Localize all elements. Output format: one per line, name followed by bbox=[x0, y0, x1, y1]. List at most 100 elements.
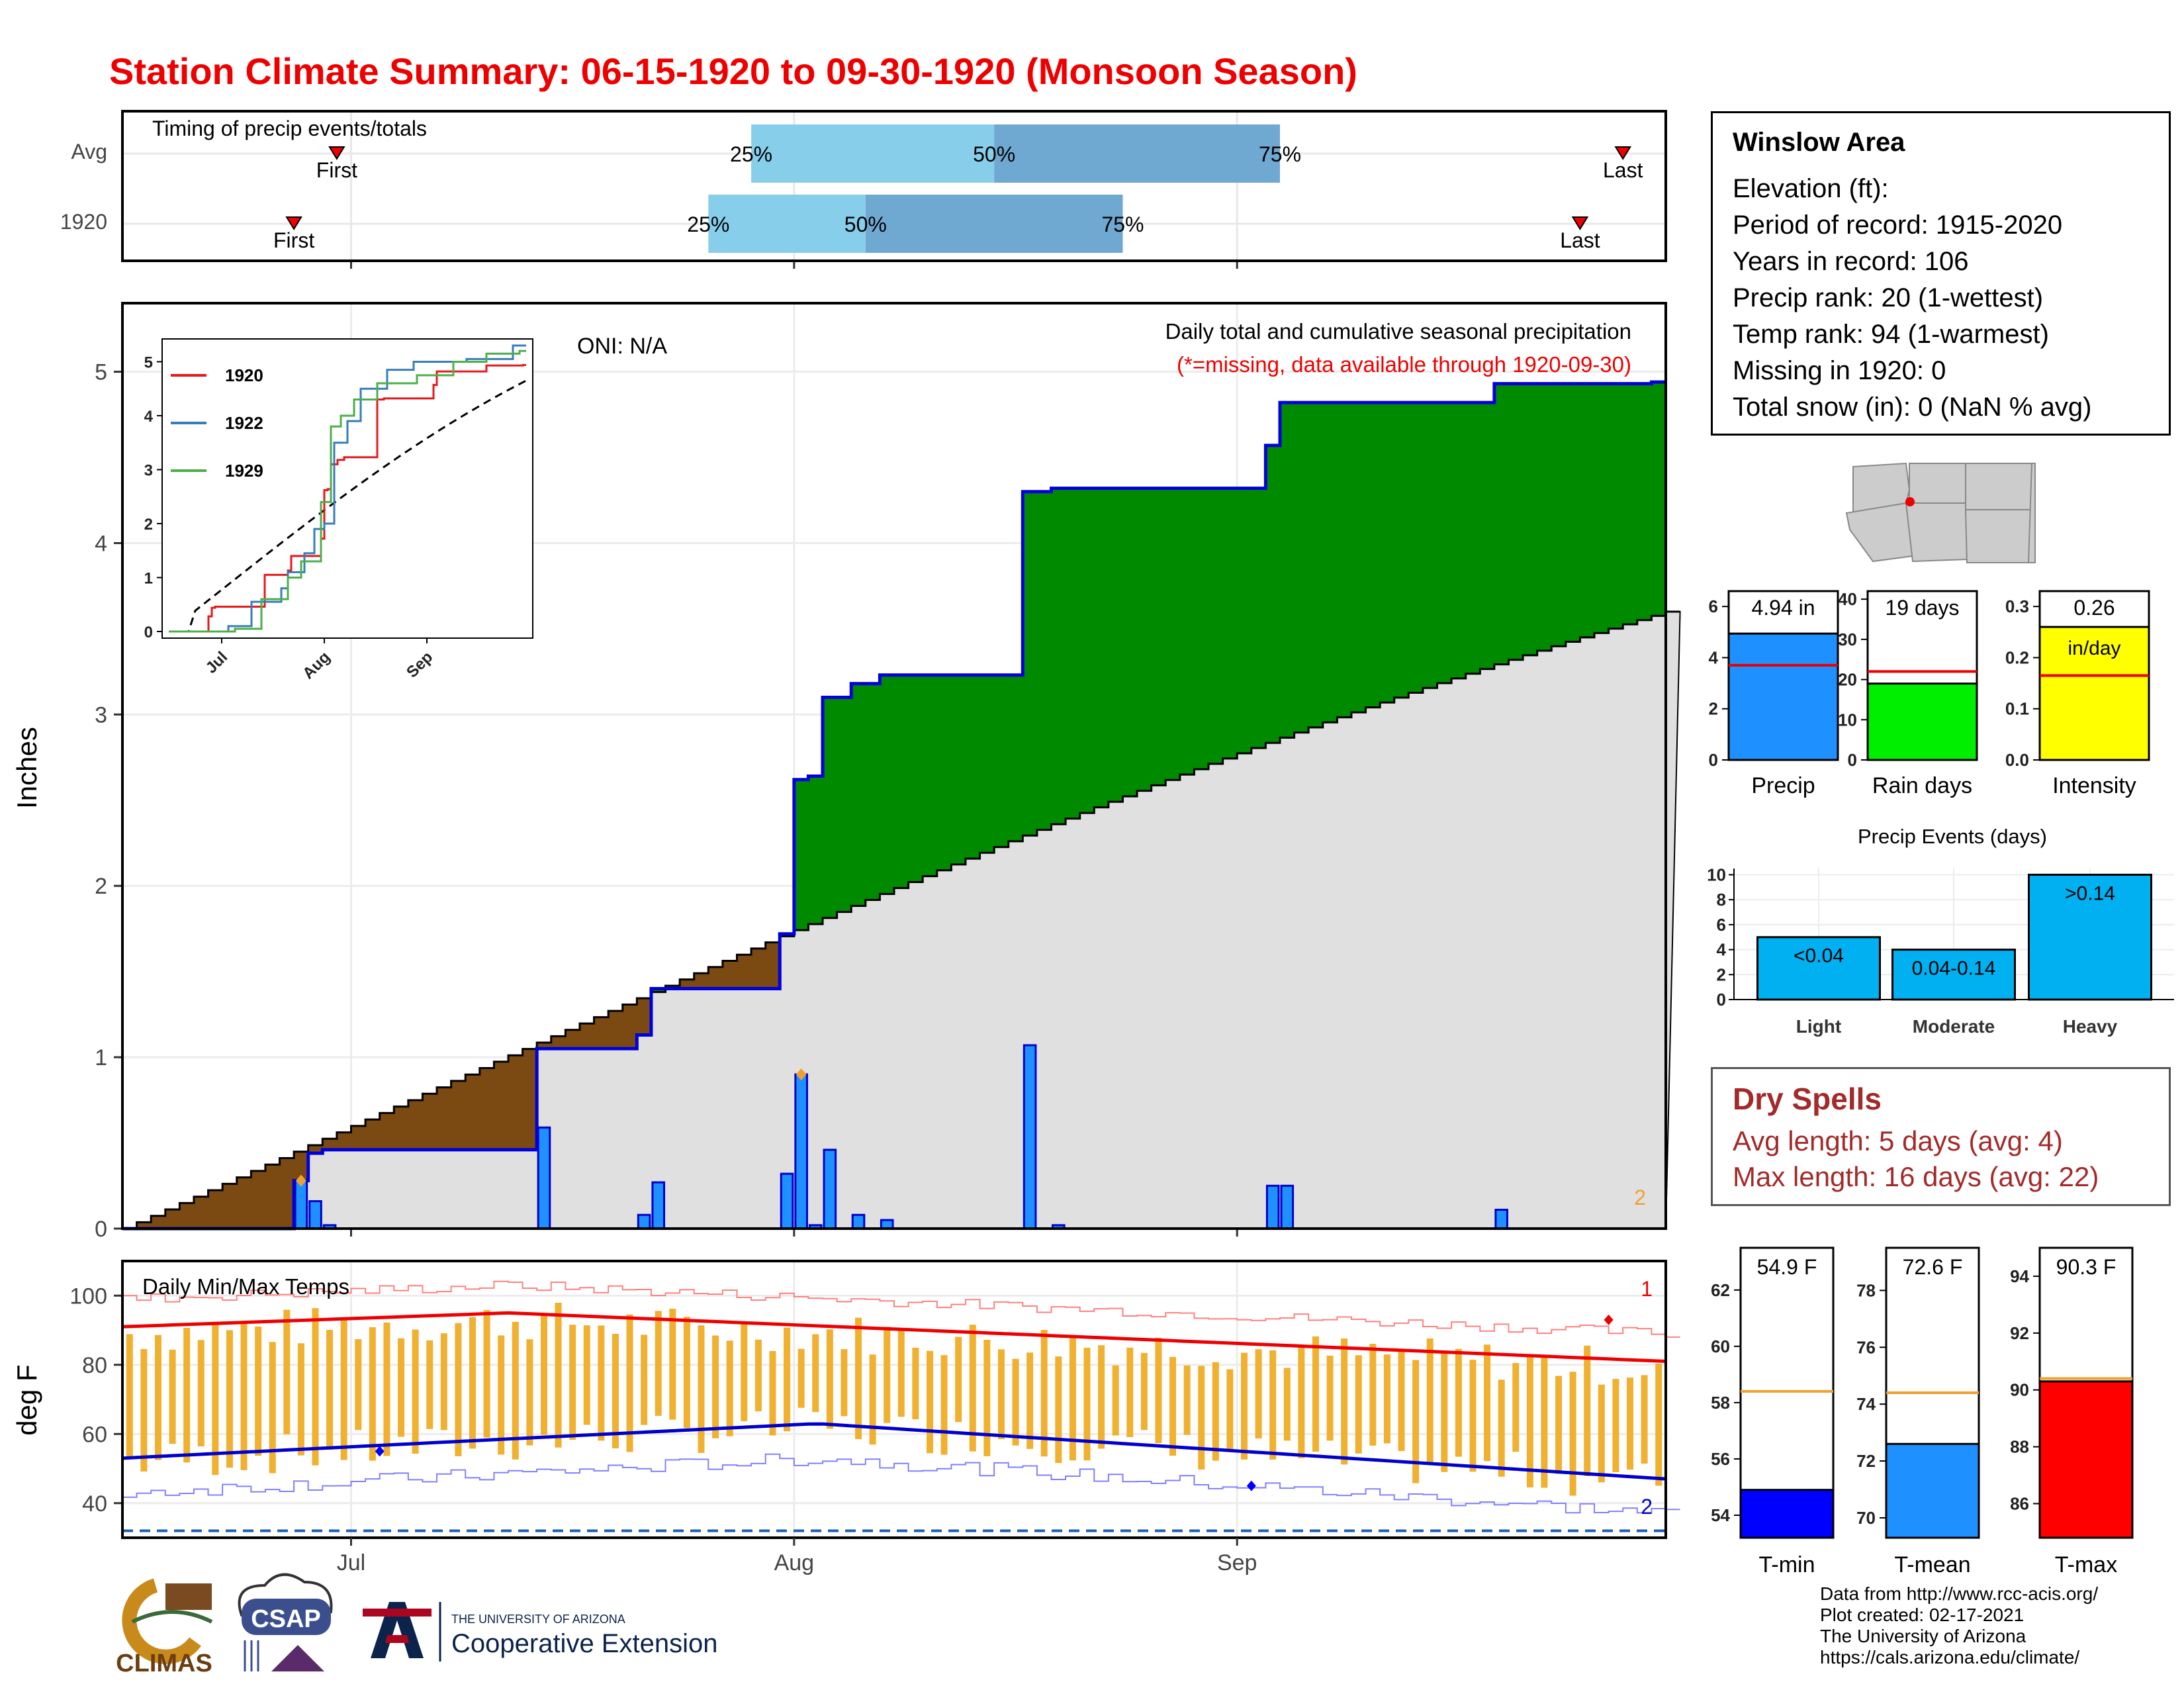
timing-last-marker bbox=[1614, 146, 1632, 160]
deficit-area-segment bbox=[751, 948, 766, 989]
surplus-area-segment bbox=[1437, 402, 1452, 683]
deficit-area-segment bbox=[594, 1017, 609, 1049]
station-info-box: Winslow Area Elevation (ft): Period of r… bbox=[1711, 111, 2171, 436]
events-bar bbox=[1756, 936, 1881, 1001]
summary-y-tick-label: 4 bbox=[1709, 647, 1719, 667]
summary-y-tick-label: 30 bbox=[1838, 630, 1857, 649]
temp-y-tick-label: 40 bbox=[82, 1491, 107, 1517]
deficit-area-segment bbox=[151, 1215, 166, 1229]
timing-p25-label: 25% bbox=[687, 212, 729, 236]
timing-first-label: First bbox=[316, 158, 357, 182]
temp-summary-bar bbox=[2038, 1380, 2134, 1539]
timing-row-avg-label: Avg bbox=[71, 140, 107, 164]
deficit-area-segment bbox=[265, 1164, 281, 1229]
surplus-area-segment bbox=[965, 675, 981, 859]
summary-unit-label: in/day bbox=[2068, 637, 2120, 659]
surplus-area-segment bbox=[851, 683, 866, 906]
summary-bar bbox=[2038, 626, 2150, 761]
credits-line-2: Plot created: 02-17-2021 bbox=[1820, 1605, 2025, 1625]
surplus-area-segment bbox=[951, 675, 966, 865]
precip-annotation-missing: (*=missing, data available through 1920-… bbox=[1177, 352, 1631, 377]
surplus-area-segment bbox=[1265, 445, 1281, 743]
temp-summary-y-tick-label: 76 bbox=[1856, 1337, 1876, 1357]
inset-legend-label: 1920 bbox=[225, 365, 263, 385]
station-temp-rank: Temp rank: 94 (1-warmest) bbox=[1733, 320, 2049, 349]
summary-value-label: 0.26 bbox=[2073, 596, 2115, 620]
deficit-area-segment bbox=[451, 1080, 466, 1150]
summary-value-label: 4.94 in bbox=[1751, 596, 1815, 620]
deficit-area-segment bbox=[522, 1049, 537, 1150]
deficit-area-segment bbox=[494, 1061, 509, 1150]
summary-y-tick-label: 6 bbox=[1709, 596, 1718, 616]
record-high-line bbox=[122, 1280, 1680, 1338]
events-y-tick-label: 4 bbox=[1717, 940, 1727, 960]
surplus-area-segment bbox=[1280, 402, 1295, 738]
surplus-area-segment bbox=[1508, 383, 1524, 660]
avg-cumulative-line bbox=[122, 610, 1680, 1230]
timing-first-marker bbox=[328, 146, 345, 160]
csap-logo-text: CSAP bbox=[251, 1605, 321, 1633]
surplus-area-segment bbox=[1108, 488, 1124, 802]
timing-bar-25-50 bbox=[751, 124, 995, 183]
temp-panel-label: Daily Min/Max Temps bbox=[142, 1274, 349, 1299]
station-snow: Total snow (in): 0 (NaN % avg) bbox=[1733, 393, 2092, 422]
precip-panel: 0 1 2 3 4 5 Inches ONI: N/A Daily total and c… bbox=[11, 302, 1681, 1242]
surplus-area-segment bbox=[1594, 383, 1610, 633]
surplus-area-segment bbox=[1565, 383, 1581, 642]
surplus-area-segment bbox=[1051, 488, 1066, 825]
surplus-area-segment bbox=[1537, 383, 1552, 651]
max-precip-marker bbox=[295, 1174, 306, 1187]
timing-p25-label: 25% bbox=[730, 142, 772, 166]
station-precip-rank: Precip rank: 20 (1-wettest) bbox=[1733, 283, 2044, 312]
surplus-area-segment bbox=[1023, 491, 1038, 836]
climas-logo: CLIMAS bbox=[116, 1578, 213, 1677]
surplus-area-segment bbox=[1151, 488, 1166, 786]
deficit-area-segment bbox=[394, 1106, 409, 1150]
precip-y-tick-label: 3 bbox=[95, 702, 107, 727]
csap-logo: CSAP bbox=[238, 1573, 333, 1671]
record-marker bbox=[1246, 1480, 1256, 1491]
daily-precip-bar bbox=[780, 1172, 794, 1230]
temp-summary-y-tick-label: 92 bbox=[2010, 1323, 2029, 1343]
timing-bar-50-75 bbox=[865, 195, 1123, 253]
surplus-area-segment bbox=[1208, 488, 1224, 764]
surplus-area-segment bbox=[1351, 402, 1367, 713]
deficit-area-segment bbox=[722, 961, 738, 989]
temp-summary-bar bbox=[1739, 1489, 1835, 1539]
timing-p75-label: 75% bbox=[1259, 142, 1301, 166]
surplus-area-segment bbox=[979, 675, 995, 853]
temp-summary-value-label: 90.3 F bbox=[2056, 1255, 2116, 1279]
deficit-area-segment bbox=[136, 1222, 152, 1229]
timing-p50-label: 50% bbox=[973, 142, 1015, 166]
temp-summary-y-tick-label: 72 bbox=[1856, 1451, 1876, 1471]
summary-y-tick-label: 20 bbox=[1838, 670, 1857, 690]
credits-line-3: The University of Arizona bbox=[1820, 1626, 2026, 1646]
temp-summary-label: T-min bbox=[1759, 1552, 1815, 1577]
daily-precip-bar bbox=[823, 1149, 837, 1230]
surplus-area-segment bbox=[1294, 402, 1309, 733]
surplus-area-segment bbox=[1179, 488, 1195, 775]
temp-summary-y-tick-label: 62 bbox=[1711, 1280, 1730, 1300]
surplus-area-segment bbox=[794, 779, 809, 931]
deficit-area-segment bbox=[465, 1074, 480, 1150]
cumulative-1920-line bbox=[122, 380, 1666, 1231]
surplus-area-segment bbox=[1494, 383, 1510, 665]
temp-summary-y-tick-label: 58 bbox=[1711, 1393, 1730, 1413]
daily-precip-bar bbox=[1280, 1184, 1295, 1230]
summary-y-tick-label: 2 bbox=[1709, 699, 1718, 719]
summary-y-tick-label: 0.3 bbox=[2005, 596, 2029, 616]
temp-label-1: 1 bbox=[1641, 1277, 1653, 1301]
station-name: Winslow Area bbox=[1733, 128, 1905, 157]
events-y-tick-label: 10 bbox=[1707, 865, 1726, 884]
inset-y-tick-label: 2 bbox=[144, 516, 153, 534]
temp-summary-y-tick-label: 56 bbox=[1711, 1449, 1730, 1469]
summary-bars: 0 2 4 6 4.94 in Precip 0 10 20 30 40 19 days Rain da… bbox=[1709, 589, 2150, 798]
surplus-area-segment bbox=[1094, 488, 1109, 808]
surplus-area-segment bbox=[908, 675, 923, 882]
station-location-marker bbox=[1905, 497, 1915, 506]
station-years: Years in record: 106 bbox=[1733, 247, 1969, 276]
inset-series-1920 bbox=[169, 363, 526, 633]
events-bar bbox=[2028, 873, 2152, 1001]
